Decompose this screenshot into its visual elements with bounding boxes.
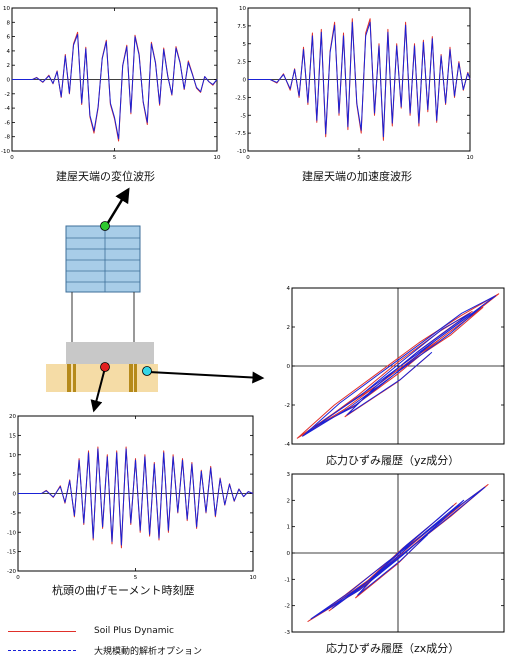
chart-hysteresis-yz: -4 -2 0 2 4 <box>285 286 505 448</box>
building-floor-lines <box>66 226 140 292</box>
chart-pile-moment: -20 -15 -10 -5 0 5 10 15 20 0 5 10 <box>7 414 257 580</box>
legend-label: Soil Plus Dynamic <box>94 626 174 636</box>
y-tick-label: -3 <box>285 630 291 636</box>
y-tick-label: 10 <box>9 453 16 459</box>
y-tick-label: -10 <box>7 530 16 536</box>
y-tick-label: -15 <box>7 550 16 556</box>
y-tick-label: -2.5 <box>235 95 246 101</box>
pile-icon <box>129 364 133 392</box>
legend-item-soil-plus: Soil Plus Dynamic <box>8 624 174 638</box>
chart-title-displacement: 建屋天端の変位波形 <box>56 170 155 183</box>
y-tick-label: -8 <box>5 135 11 141</box>
red-marker-icon <box>100 362 110 372</box>
x-tick-label: 0 <box>16 575 20 580</box>
y-tick-label: -20 <box>7 569 16 575</box>
pile-icon <box>134 364 137 392</box>
y-tick-label: 2.5 <box>237 60 246 66</box>
y-tick-label: 0 <box>7 78 11 84</box>
y-tick-label: 2 <box>287 325 291 331</box>
y-tick-label: -1 <box>285 577 290 583</box>
y-tick-label: 7.5 <box>237 24 246 30</box>
pile-icon <box>67 364 71 392</box>
y-tick-label: 2 <box>7 63 11 69</box>
y-tick-label: -10 <box>237 149 246 155</box>
y-tick-label: 15 <box>9 433 16 439</box>
arrow-to-displacement <box>104 187 130 227</box>
x-tick-label: 5 <box>357 155 361 161</box>
y-tick-label: 10 <box>239 6 246 12</box>
y-tick-label: 10 <box>3 6 10 12</box>
y-tick-label: 4 <box>287 286 291 292</box>
y-tick-label: -4 <box>285 442 291 448</box>
y-tick-label: 1 <box>287 525 291 531</box>
y-tick-label: 5 <box>13 472 17 478</box>
chart-displacement: -10 -8 -6 -4 -2 0 2 4 6 8 10 0 5 10 <box>1 6 221 161</box>
pile-icon <box>73 364 76 392</box>
y-tick-label: 0 <box>13 492 17 498</box>
series-line-blue <box>310 486 486 620</box>
chart-title-hysteresis-yz: 応力ひずみ履歴（yz成分） <box>326 454 460 467</box>
y-tick-label: -10 <box>1 149 10 155</box>
x-tick-label: 5 <box>134 575 138 580</box>
foundation-icon <box>66 342 154 364</box>
chart-title-hysteresis-zx: 応力ひずみ履歴（zx成分） <box>326 642 460 655</box>
y-tick-label: 0 <box>287 364 291 370</box>
x-tick-label: 0 <box>246 155 250 161</box>
y-tick-label: -4 <box>5 106 11 112</box>
chart-hysteresis-zx: -3 -2 -1 0 1 2 3 <box>285 472 505 636</box>
y-tick-label: 2 <box>287 498 291 504</box>
y-tick-label: 3 <box>287 472 291 478</box>
chart-title-acceleration: 建屋天端の加速度波形 <box>302 170 412 183</box>
y-tick-label: 8 <box>7 20 11 26</box>
building-soil-diagram <box>46 187 265 413</box>
x-tick-label: 5 <box>113 155 117 161</box>
series-line-blue <box>18 448 254 546</box>
series-line-blue <box>12 34 218 140</box>
y-tick-label: -6 <box>5 120 11 126</box>
legend-item-large-option: 大規模動的解析オプション <box>8 643 202 657</box>
chart-acceleration: -10 -7.5 -5 -2.5 0 2.5 5 7.5 10 0 5 10 <box>235 6 474 161</box>
green-marker-icon <box>100 221 110 231</box>
y-tick-label: -7.5 <box>235 131 246 137</box>
legend-line-red <box>8 630 76 632</box>
series-line-blue <box>248 21 471 138</box>
y-tick-label: 20 <box>9 414 16 420</box>
y-tick-label: 5 <box>243 42 247 48</box>
y-tick-label: -2 <box>285 403 290 409</box>
legend-label: 大規模動的解析オプション <box>94 646 203 657</box>
arrow-to-hysteresis <box>148 371 265 384</box>
y-tick-label: 4 <box>7 49 11 55</box>
x-tick-label: 0 <box>10 155 14 161</box>
y-tick-label: -5 <box>241 113 247 119</box>
legend-line-blue <box>8 649 76 651</box>
x-tick-label: 10 <box>467 155 474 161</box>
y-tick-label: -5 <box>11 511 17 517</box>
y-tick-label: 0 <box>243 78 247 84</box>
chart-title-pile-moment: 杭頭の曲げモーメント時刻歴 <box>52 584 195 597</box>
x-tick-label: 10 <box>250 575 257 580</box>
y-tick-label: -2 <box>5 92 10 98</box>
cyan-marker-icon <box>142 366 152 376</box>
arrow-to-moment <box>90 367 106 413</box>
y-tick-label: 0 <box>287 551 291 557</box>
y-tick-label: 6 <box>7 35 11 41</box>
x-tick-label: 10 <box>214 155 221 161</box>
series-line-blue <box>302 295 496 437</box>
y-tick-label: -2 <box>285 604 290 610</box>
